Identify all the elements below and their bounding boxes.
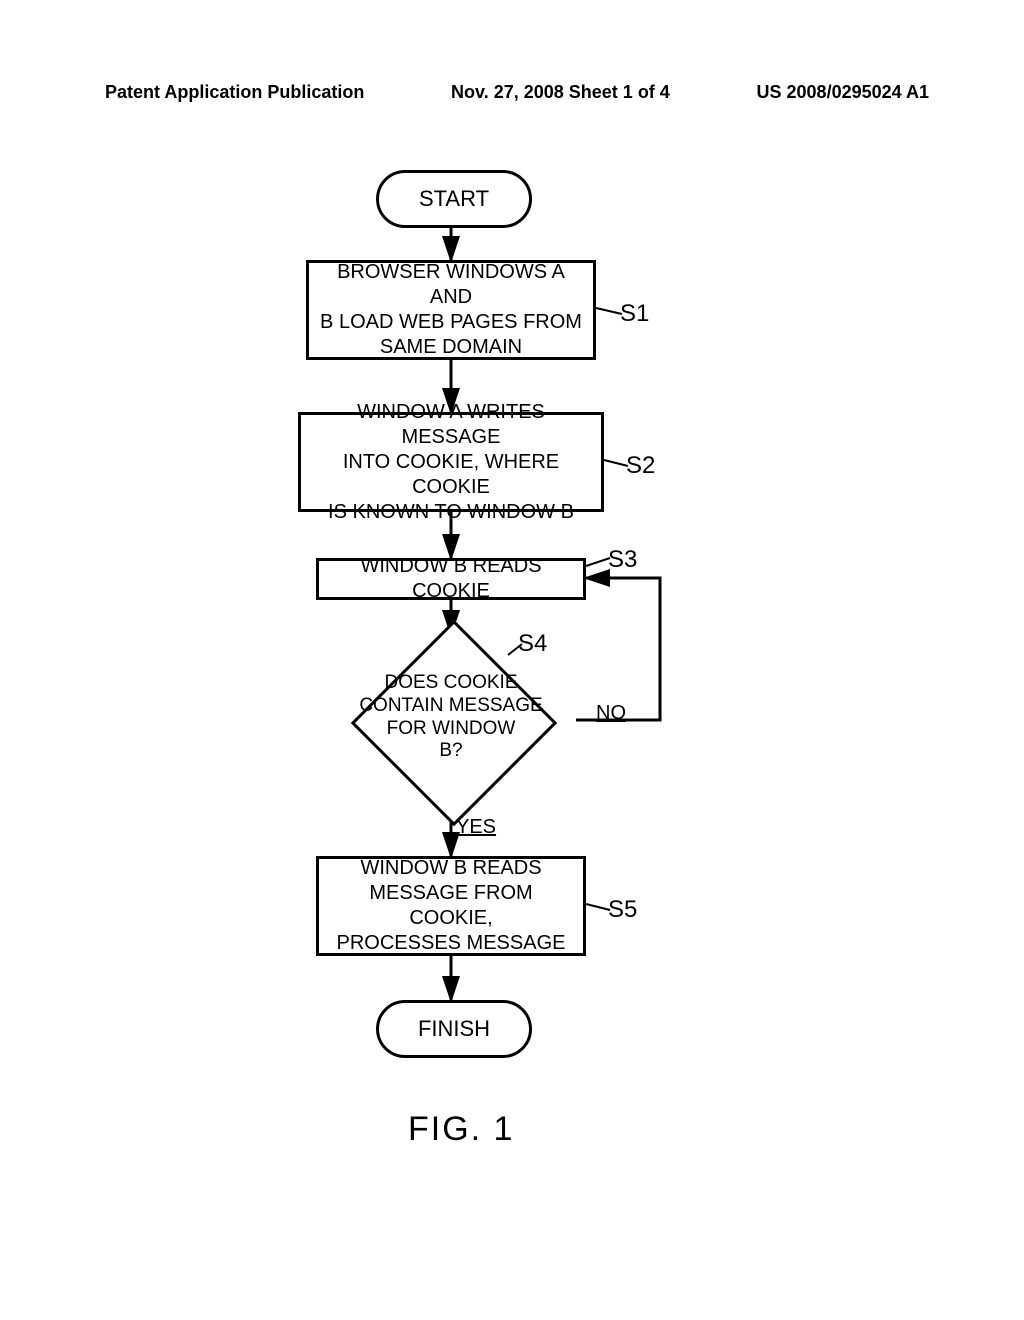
node-s2-text: WINDOW A WRITES MESSAGEINTO COOKIE, WHER… (311, 400, 591, 525)
node-s3: WINDOW B READS COOKIE (316, 558, 586, 600)
node-s1-text: BROWSER WINDOWS A ANDB LOAD WEB PAGES FR… (319, 260, 583, 360)
node-s4-text: DOES COOKIECONTAIN MESSAGEFOR WINDOWB? (321, 672, 581, 763)
node-s1: BROWSER WINDOWS A ANDB LOAD WEB PAGES FR… (306, 260, 596, 360)
edge-label-no: NO (596, 702, 626, 725)
label-s3: S3 (608, 546, 637, 574)
node-s5: WINDOW B READSMESSAGE FROM COOKIE,PROCES… (316, 856, 586, 956)
label-s1: S1 (620, 300, 649, 328)
edge-label-yes: YES (456, 816, 496, 839)
node-finish: FINISH (376, 1000, 532, 1058)
node-start-text: START (419, 186, 489, 212)
node-start: START (376, 170, 532, 228)
label-s2: S2 (626, 452, 655, 480)
figure-label: FIG. 1 (408, 1110, 514, 1149)
node-s3-text: WINDOW B READS COOKIE (329, 554, 573, 604)
label-s5: S5 (608, 896, 637, 924)
label-s4: S4 (518, 630, 547, 658)
node-s5-text: WINDOW B READSMESSAGE FROM COOKIE,PROCES… (329, 856, 573, 956)
node-s2: WINDOW A WRITES MESSAGEINTO COOKIE, WHER… (298, 412, 604, 512)
node-finish-text: FINISH (418, 1016, 490, 1042)
